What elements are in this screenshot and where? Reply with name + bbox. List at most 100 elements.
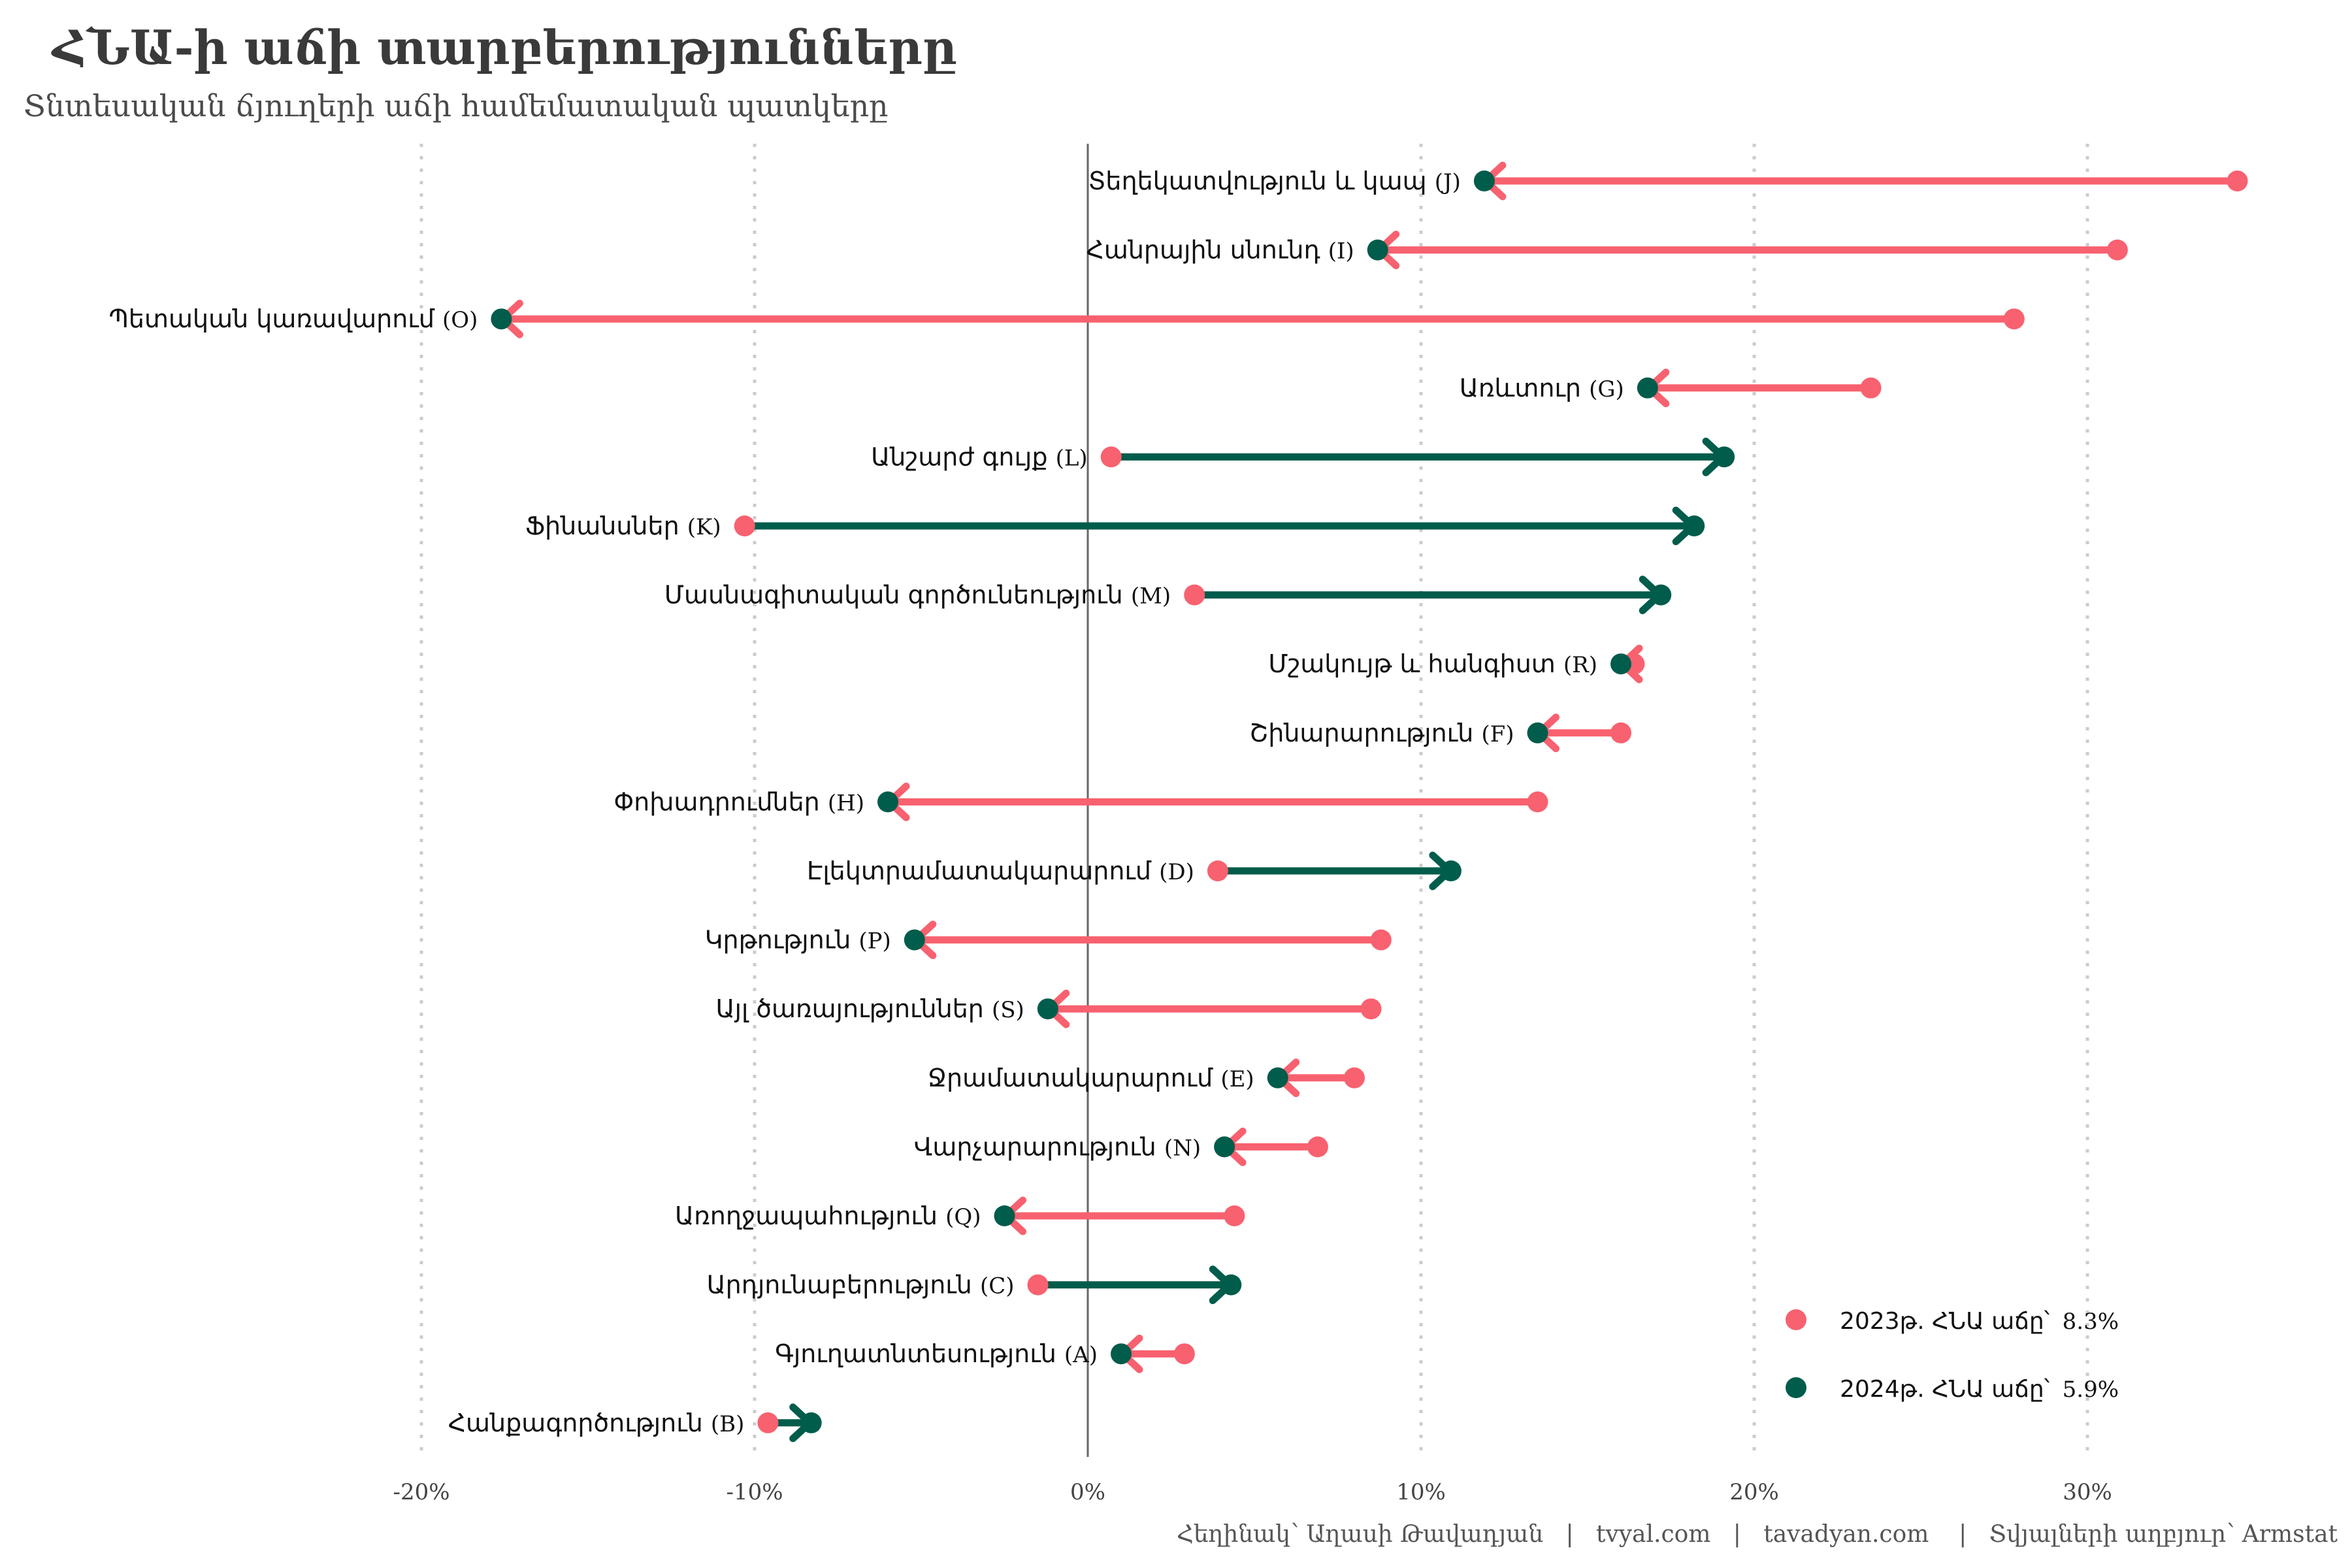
chart-row: Հանքագործություն (B) [448, 1403, 822, 1443]
row-label: Արդյունաբերություն (C) [707, 1271, 1015, 1299]
point-2024 [1637, 377, 1658, 399]
row-label-code: (E) [1220, 1066, 1254, 1092]
row-label-name: Արդյունաբերություն [707, 1271, 980, 1299]
row-label-name: Գյուղատնտեսություն [775, 1339, 1064, 1368]
chart-row: Մշակույթ և հանգիստ (R) [1268, 644, 1645, 683]
row-label: Մշակույթ և հանգիստ (R) [1268, 649, 1597, 678]
chart-row: Էլեկտրամատակարարում (D) [807, 851, 1462, 890]
chart-row: Այլ ծառայություններ (S) [716, 989, 1382, 1028]
chart-row: Առողջապահություն (Q) [675, 1196, 1245, 1235]
chart-row: Անշարժ գույք (L) [871, 437, 1735, 476]
point-2024 [1527, 722, 1548, 743]
row-label: Էլեկտրամատակարարում (D) [807, 857, 1194, 885]
chart-row: Առևտուր (G) [1460, 368, 1882, 408]
point-2024 [1650, 584, 1672, 606]
legend-value-2024: 5.9% [2063, 1377, 2119, 1403]
point-2023 [1184, 584, 1205, 606]
row-label-name: Փոխադրումներ [613, 787, 827, 816]
row-label: Հանքագործություն (B) [448, 1409, 745, 1437]
row-label: Շինարարություն (F) [1249, 719, 1514, 747]
x-tick-label: 30% [2063, 1479, 2112, 1505]
row-label-name: Առևտուր [1460, 374, 1589, 402]
row-label: Ֆինանսներ (K) [525, 512, 721, 540]
x-tick-label: -20% [393, 1479, 449, 1505]
chart-row: Հանրային սնունդ (I) [1086, 231, 2128, 270]
point-2024 [904, 929, 925, 951]
row-label-name: Առողջապահություն [675, 1201, 945, 1230]
row-label: Այլ ծառայություններ (S) [716, 994, 1024, 1023]
row-label: Առևտուր (G) [1460, 374, 1624, 402]
point-2023 [1360, 998, 1382, 1020]
legend-marker-2023 [1786, 1309, 1806, 1330]
legend-label-2023-text: 2023թ. ՀՆԱ աճը՝ [1840, 1308, 2050, 1335]
point-2024 [1111, 1343, 1132, 1365]
row-label-code: (F) [1481, 721, 1514, 747]
legend: 2023թ. ՀՆԱ աճը՝ 8.3% 2024թ. ՀՆԱ աճը՝ 5.9… [1786, 1308, 2119, 1403]
point-2024 [800, 1412, 822, 1433]
row-label: Մասնագիտական գործունեություն (M) [664, 581, 1171, 610]
row-label: Տեղեկատվություն և կապ (J) [1088, 167, 1461, 195]
chart-row: Գյուղատնտեսություն (A) [775, 1334, 1195, 1373]
row-label-code: (K) [687, 514, 721, 540]
row-label-code: (C) [980, 1273, 1015, 1299]
legend-label-2023: 2023թ. ՀՆԱ աճը՝ 8.3% [1840, 1308, 2119, 1335]
row-label-code: (M) [1131, 583, 1171, 610]
row-label-name: Էլեկտրամատակարարում [807, 857, 1159, 885]
point-2024 [1473, 171, 1495, 191]
row-label: Հանրային սնունդ (I) [1086, 236, 1354, 265]
x-tick-label: 20% [1729, 1479, 1779, 1505]
point-2024 [1214, 1136, 1235, 1158]
row-label-code: (P) [858, 928, 890, 955]
row-label: Անշարժ գույք (L) [871, 442, 1088, 471]
point-2024 [491, 308, 512, 330]
point-2023 [1860, 377, 1882, 399]
point-2024 [1037, 998, 1058, 1020]
x-axis-ticks: -20% -10% 0% 10% 20% 30% [393, 1479, 2112, 1505]
x-tick-label: 0% [1070, 1479, 1105, 1505]
point-2023 [1207, 860, 1228, 881]
grid-lines [419, 144, 2089, 1457]
point-2023 [734, 515, 755, 536]
row-label: Փոխադրումներ (H) [613, 787, 864, 816]
row-label-name: Կրթություն [705, 926, 859, 955]
legend-value-2023: 8.3% [2063, 1309, 2119, 1335]
row-label-code: (S) [992, 997, 1024, 1023]
point-2024 [1714, 446, 1735, 468]
chart-row: Կրթություն (P) [705, 921, 1392, 960]
chart-row: Ֆինանսներ (K) [525, 506, 1705, 546]
row-label-name: Հանրային սնունդ [1086, 236, 1328, 265]
point-2023 [1027, 1274, 1049, 1296]
row-label: Պետական կառավարում (O) [109, 304, 478, 333]
chart-row: Արդյունաբերություն (C) [707, 1266, 1242, 1305]
chart-row: Պետական կառավարում (O) [109, 299, 2025, 338]
point-2024 [1220, 1274, 1242, 1296]
point-2024 [1267, 1067, 1288, 1088]
point-2023 [757, 1412, 779, 1433]
row-label-name: Մասնագիտական գործունեություն [664, 581, 1131, 610]
chart-row: Մասնագիտական գործունեություն (M) [664, 576, 1672, 615]
chart-row: Ջրամատակարարում (E) [928, 1058, 1365, 1098]
point-2023 [2003, 308, 2025, 330]
row-label-code: (L) [1056, 445, 1088, 471]
row-label-code: (H) [828, 790, 864, 816]
chart-subtitle: Տնտեսական ճյուղերի աճի համեմատական պատկե… [24, 88, 888, 123]
chart-row: Վարչարարություն (N) [914, 1127, 1328, 1166]
row-label-name: Շինարարություն [1249, 719, 1481, 747]
point-2024 [1440, 860, 1462, 881]
legend-label-2024-text: 2024թ. ՀՆԱ աճը՝ [1840, 1376, 2050, 1403]
chart-row: Փոխադրումներ (H) [613, 782, 1548, 821]
row-label-name: Այլ ծառայություններ [716, 994, 992, 1023]
x-tick-label: -10% [726, 1479, 783, 1505]
row-label-code: (N) [1164, 1135, 1201, 1161]
row-label-name: Հանքագործություն [448, 1409, 711, 1437]
point-2023 [1307, 1136, 1328, 1158]
row-label-code: (B) [711, 1411, 745, 1437]
point-2023 [1100, 446, 1122, 468]
row-label-code: (G) [1589, 376, 1624, 402]
point-2023 [1344, 1067, 1365, 1088]
chart-title: ՀՆԱ-ի աճի տարբերությունները [51, 20, 957, 75]
chart-rows: Տեղեկատվություն և կապ (J) Հանրային սնունդ… [109, 161, 2248, 1443]
point-2023 [1370, 929, 1392, 951]
point-2023 [2227, 171, 2248, 191]
point-2024 [1684, 515, 1705, 536]
